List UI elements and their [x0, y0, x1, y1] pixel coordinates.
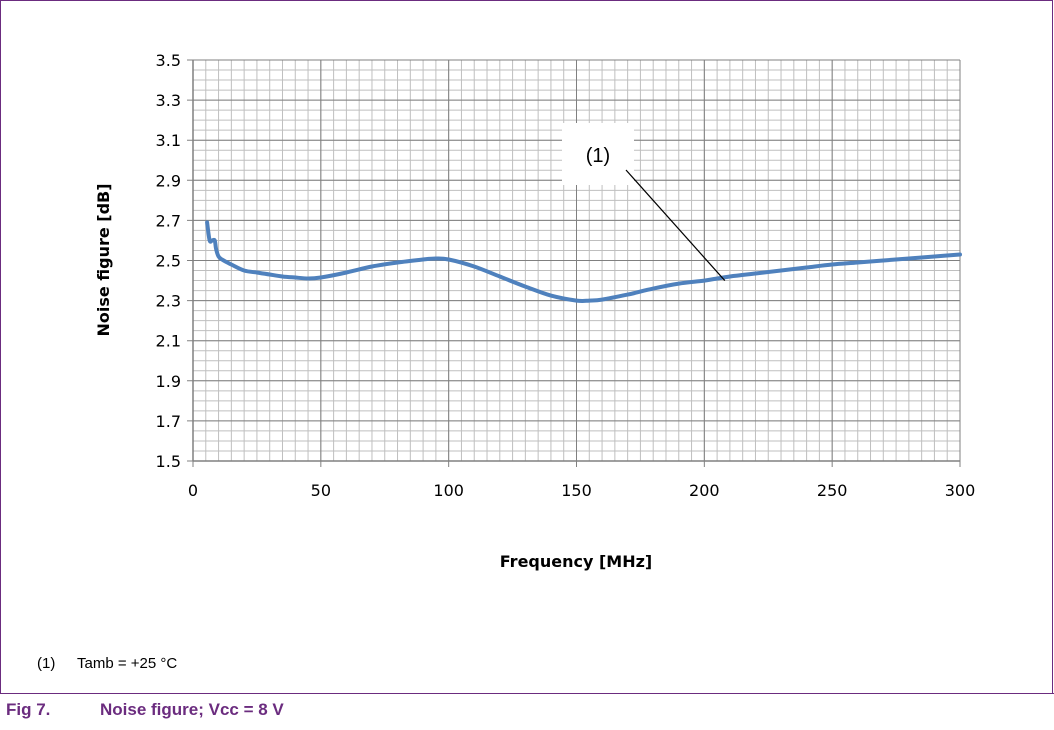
- y-tick-label: 1.5: [156, 452, 181, 471]
- caption-divider: [0, 693, 1054, 694]
- x-axis-label: Frequency [MHz]: [500, 552, 652, 571]
- footnote: (1) Tamb = +25 °C: [37, 655, 177, 672]
- footnote-number: (1): [37, 655, 56, 672]
- y-tick-label: 3.1: [156, 131, 181, 150]
- footnote-text: Tamb = +25 °C: [77, 655, 178, 672]
- annotation: (1): [562, 123, 726, 281]
- y-tick-label: 2.9: [156, 171, 181, 190]
- series-layer: [205, 220, 962, 304]
- annotation-leader-line: [625, 169, 726, 281]
- y-tick-label: 1.9: [156, 372, 181, 391]
- figure-title: Noise figure; Vcc = 8 V: [100, 700, 284, 719]
- x-tick-label: 150: [561, 481, 592, 500]
- figure-number: Fig 7.: [6, 700, 51, 719]
- y-tick-label: 2.7: [156, 211, 181, 230]
- y-tick-label: 2.5: [156, 252, 181, 271]
- y-tick-label: 3.5: [156, 51, 181, 70]
- y-tick-label: 3.3: [156, 91, 181, 110]
- x-tick-labels: 0 50 100 150 200 250 300: [188, 481, 975, 500]
- x-tick-label: 300: [945, 481, 976, 500]
- annotation-label: (1): [586, 145, 610, 167]
- noise-figure-chart: 1.5 1.7 1.9 2.1 2.3 2.5 2.7 2.9 3.1 3.3 3.5 0 50 100…: [94, 51, 975, 571]
- x-tick-label: 50: [311, 481, 331, 500]
- axes: [192, 60, 960, 462]
- figure-caption: Fig 7. Noise figure; Vcc = 8 V: [6, 700, 284, 720]
- x-tick-label: 100: [433, 481, 464, 500]
- x-tick-label: 250: [817, 481, 848, 500]
- figure-frame: [0, 0, 1053, 693]
- y-tick-label: 1.7: [156, 412, 181, 431]
- x-tick-label: 200: [689, 481, 720, 500]
- y-tick-labels: 1.5 1.7 1.9 2.1 2.3 2.5 2.7 2.9 3.1 3.3 3.5: [156, 51, 181, 471]
- y-tick-label: 2.1: [156, 332, 181, 351]
- y-axis-label: Noise figure [dB]: [94, 183, 113, 336]
- x-tick-label: 0: [188, 481, 198, 500]
- annotation-label-box: [562, 123, 634, 185]
- series-line: [205, 220, 962, 304]
- y-tick-label: 2.3: [156, 292, 181, 311]
